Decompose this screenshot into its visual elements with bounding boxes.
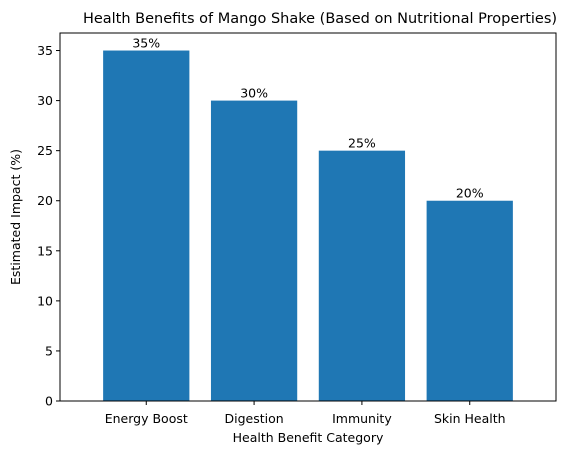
y-tick-label: 25 [37,143,53,158]
data-label: 30% [240,86,268,101]
y-axis-label: Estimated Impact (%) [8,149,23,285]
y-tick-label: 10 [37,293,53,308]
bar-energy-boost [103,50,190,402]
data-labels-group: 35% 30% 25% 20% [132,36,483,201]
bar-immunity [318,150,406,401]
data-label: 25% [348,136,376,151]
x-axis-ticks: Energy Boost Digestion Immunity Skin Health [105,401,506,426]
x-tick-label: Digestion [224,411,283,426]
y-tick-label: 15 [37,243,53,258]
x-tick-label: Energy Boost [105,411,188,426]
chart-title: Health Benefits of Mango Shake (Based on… [83,11,557,27]
plot-frame [59,32,557,402]
x-tick-label: Skin Health [434,411,506,426]
y-tick-label: 0 [45,394,53,409]
y-tick-label: 20 [37,193,53,208]
y-axis-ticks: 0 5 10 15 20 25 30 35 [37,43,60,409]
x-tick-label: Immunity [332,411,392,426]
bar-digestion [210,100,298,402]
x-axis-label: Health Benefit Category [233,430,384,445]
data-label: 20% [456,186,484,201]
y-tick-label: 30 [37,93,53,108]
y-tick-label: 5 [45,343,53,358]
bars-group [103,50,513,402]
data-label: 35% [132,36,160,51]
bar-skin-health [426,200,513,401]
y-tick-label: 35 [37,43,53,58]
